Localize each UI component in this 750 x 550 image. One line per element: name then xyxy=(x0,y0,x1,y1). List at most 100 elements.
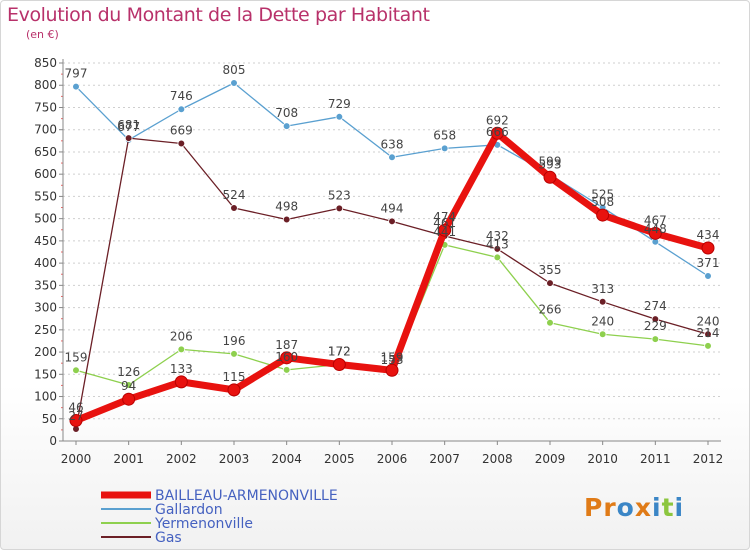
data-point xyxy=(177,345,186,354)
data-label: 593 xyxy=(539,157,562,171)
data-point xyxy=(174,375,188,389)
data-point xyxy=(332,358,346,372)
y-tick-label: 750 xyxy=(34,100,57,114)
data-label: 240 xyxy=(697,314,720,328)
data-label: 371 xyxy=(697,256,720,270)
data-label: 229 xyxy=(644,319,667,333)
x-tick-label: 2011 xyxy=(640,452,671,466)
data-point xyxy=(704,342,712,350)
logo-letter: i xyxy=(652,493,662,522)
data-label: 240 xyxy=(591,314,614,328)
data-point xyxy=(230,79,238,87)
data-label: 153 xyxy=(381,353,404,367)
data-label: 805 xyxy=(223,63,246,77)
data-point xyxy=(388,153,396,162)
data-point xyxy=(282,366,291,374)
logo-letter: o xyxy=(616,493,635,522)
y-tick-label: 150 xyxy=(34,367,57,381)
data-point xyxy=(543,170,557,184)
chart-title: Evolution du Montant de la Dette par Hab… xyxy=(7,4,430,26)
y-tick-label: 650 xyxy=(34,145,57,159)
data-label: 708 xyxy=(275,106,298,120)
legend-label: Gas xyxy=(155,530,182,546)
data-label: 638 xyxy=(381,137,404,151)
data-label: 498 xyxy=(275,200,298,214)
y-tick-label: 500 xyxy=(34,212,57,226)
data-label: 441 xyxy=(433,225,456,239)
data-label: 461 xyxy=(433,216,456,230)
data-point xyxy=(546,318,554,327)
data-point xyxy=(490,126,504,140)
data-point xyxy=(546,279,554,287)
data-point xyxy=(493,253,502,262)
data-point xyxy=(651,315,660,323)
data-label: 448 xyxy=(644,222,667,236)
legend-label: Yermenonville xyxy=(154,516,253,532)
data-point xyxy=(385,363,399,377)
data-label: 677 xyxy=(117,120,140,134)
data-point xyxy=(230,204,238,212)
x-tick-label: 2009 xyxy=(535,452,566,466)
x-tick-label: 2008 xyxy=(482,452,513,466)
data-point xyxy=(438,223,452,237)
data-point xyxy=(440,144,449,153)
data-point xyxy=(335,113,344,121)
x-tick-label: 2003 xyxy=(219,452,250,466)
y-tick-label: 550 xyxy=(34,189,57,203)
data-label: 27 xyxy=(68,409,83,423)
data-point xyxy=(701,241,715,255)
logo-letter: i xyxy=(674,493,685,522)
data-label: 196 xyxy=(223,334,246,348)
x-tick-label: 2010 xyxy=(587,452,618,466)
data-point xyxy=(704,272,712,280)
x-tick-label: 2004 xyxy=(271,452,302,466)
data-label: 797 xyxy=(65,67,88,81)
data-label: 206 xyxy=(170,329,193,343)
data-label: 46 xyxy=(68,401,83,415)
data-point xyxy=(596,208,610,222)
data-label: 413 xyxy=(486,237,509,251)
data-point xyxy=(177,139,186,148)
series-line xyxy=(72,129,712,425)
data-label: 599 xyxy=(539,155,562,169)
data-point xyxy=(335,204,344,213)
x-tick-label: 2006 xyxy=(377,452,408,466)
data-label: 115 xyxy=(223,370,246,384)
data-label: 746 xyxy=(170,89,193,103)
data-label: 94 xyxy=(121,379,136,393)
data-label: 159 xyxy=(65,350,88,364)
data-label: 681 xyxy=(117,118,140,132)
data-label: 355 xyxy=(539,263,562,277)
data-point xyxy=(388,217,396,226)
data-label: 525 xyxy=(591,188,614,202)
data-label: 274 xyxy=(644,299,667,313)
data-label: 494 xyxy=(381,201,404,215)
data-label: 523 xyxy=(328,188,351,202)
y-tick-label: 350 xyxy=(34,278,57,292)
data-label: 160 xyxy=(275,350,298,364)
y-tick-label: 800 xyxy=(34,78,57,92)
x-tick-label: 2005 xyxy=(324,452,355,466)
legend-label: BAILLEAU-ARMENONVILLE xyxy=(155,488,338,504)
data-point xyxy=(69,414,83,428)
x-tick-label: 2002 xyxy=(166,452,197,466)
data-label: 313 xyxy=(591,282,614,296)
data-label: 729 xyxy=(328,97,351,111)
legend-label: Gallardon xyxy=(155,502,223,518)
data-point xyxy=(280,351,294,365)
data-label: 474 xyxy=(433,210,456,224)
data-point xyxy=(651,335,660,343)
y-tick-label: 600 xyxy=(34,167,57,181)
data-label: 159 xyxy=(381,350,404,364)
proxiti-logo: Proxiti xyxy=(584,493,684,522)
data-point xyxy=(124,134,133,142)
data-label: 434 xyxy=(697,228,720,242)
data-point xyxy=(72,82,80,91)
data-point xyxy=(227,383,241,397)
data-label: 214 xyxy=(697,326,720,340)
y-tick-label: 700 xyxy=(34,123,57,137)
data-point xyxy=(124,381,133,389)
logo-letter: t xyxy=(661,493,675,522)
data-point xyxy=(282,122,291,130)
